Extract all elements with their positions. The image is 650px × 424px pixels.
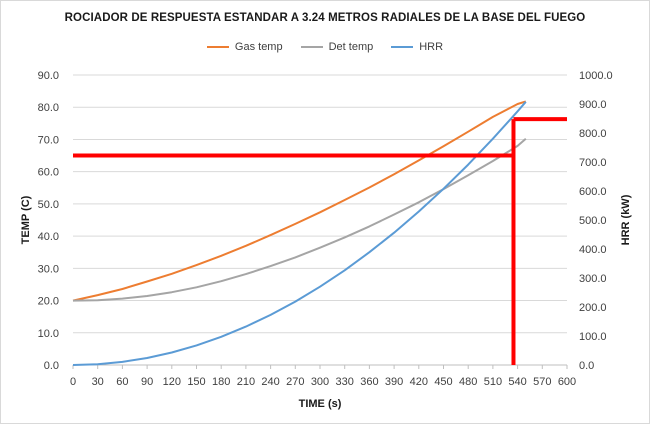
series-line-det-temp — [72, 138, 527, 302]
legend-item: HRR — [391, 41, 443, 53]
x-tick-label: 150 — [187, 376, 205, 388]
y2-tick-label: 200.0 — [579, 302, 607, 314]
x-tick-label: 360 — [360, 376, 378, 388]
y-tick-label: 70.0 — [38, 134, 59, 146]
x-tick-label: 420 — [410, 376, 428, 388]
y-tick-label: 0.0 — [44, 360, 59, 372]
y-tick-label: 20.0 — [38, 296, 59, 308]
legend-item: Det temp — [300, 41, 374, 53]
x-tick-label: 60 — [116, 376, 128, 388]
y2-tick-label: 900.0 — [579, 99, 607, 111]
y-tick-label: 10.0 — [38, 328, 59, 340]
x-tick-label: 180 — [212, 376, 230, 388]
x-tick-label: 510 — [484, 376, 502, 388]
y-tick-label: 80.0 — [38, 102, 59, 114]
legend-item: Gas temp — [206, 41, 283, 53]
x-tick-label: 480 — [459, 376, 477, 388]
x-tick-label: 90 — [141, 376, 153, 388]
x-tick-label: 540 — [508, 376, 526, 388]
x-tick-label: 600 — [558, 376, 576, 388]
chart-legend: Gas temp Det temp HRR — [1, 41, 649, 53]
y-tick-label: 50.0 — [38, 199, 59, 211]
y2-tick-label: 0.0 — [579, 360, 594, 372]
y2-tick-label: 100.0 — [579, 331, 607, 343]
x-tick-label: 390 — [385, 376, 403, 388]
y2-tick-label: 700.0 — [579, 157, 607, 169]
y2-tick-label: 800.0 — [579, 128, 607, 140]
y2-axis-title: HRR (kW) — [620, 194, 632, 245]
y2-tick-label: 1000.0 — [579, 70, 613, 82]
y-tick-label: 40.0 — [38, 231, 59, 243]
legend-swatch — [300, 46, 323, 48]
legend-swatch — [391, 46, 414, 48]
legend-swatch — [206, 46, 229, 48]
y-tick-label: 30.0 — [38, 263, 59, 275]
x-tick-label: 300 — [311, 376, 329, 388]
legend-label: Det temp — [328, 41, 374, 53]
x-tick-label: 120 — [163, 376, 181, 388]
x-tick-label: 210 — [237, 376, 255, 388]
x-tick-label: 30 — [92, 376, 104, 388]
x-tick-label: 570 — [533, 376, 551, 388]
y2-tick-label: 500.0 — [579, 215, 607, 227]
y-axis-title: TEMP (C) — [20, 195, 32, 244]
x-tick-label: 330 — [336, 376, 354, 388]
y-tick-label: 90.0 — [38, 70, 59, 82]
x-tick-label: 270 — [286, 376, 304, 388]
x-tick-label: 240 — [261, 376, 279, 388]
x-axis-title: TIME (s) — [299, 398, 342, 410]
y2-tick-label: 600.0 — [579, 186, 607, 198]
x-tick-label: 0 — [70, 376, 76, 388]
chart-title: ROCIADOR DE RESPUESTA ESTANDAR A 3.24 ME… — [64, 12, 586, 24]
series-line-gas-temp — [72, 100, 527, 302]
legend-label: HRR — [419, 41, 444, 53]
x-tick-label: 450 — [434, 376, 452, 388]
series-line-hrr — [72, 101, 527, 366]
y-tick-label: 60.0 — [38, 167, 59, 179]
legend-label: Gas temp — [234, 41, 283, 53]
y2-tick-label: 400.0 — [579, 244, 607, 256]
y2-tick-label: 300.0 — [579, 273, 607, 285]
